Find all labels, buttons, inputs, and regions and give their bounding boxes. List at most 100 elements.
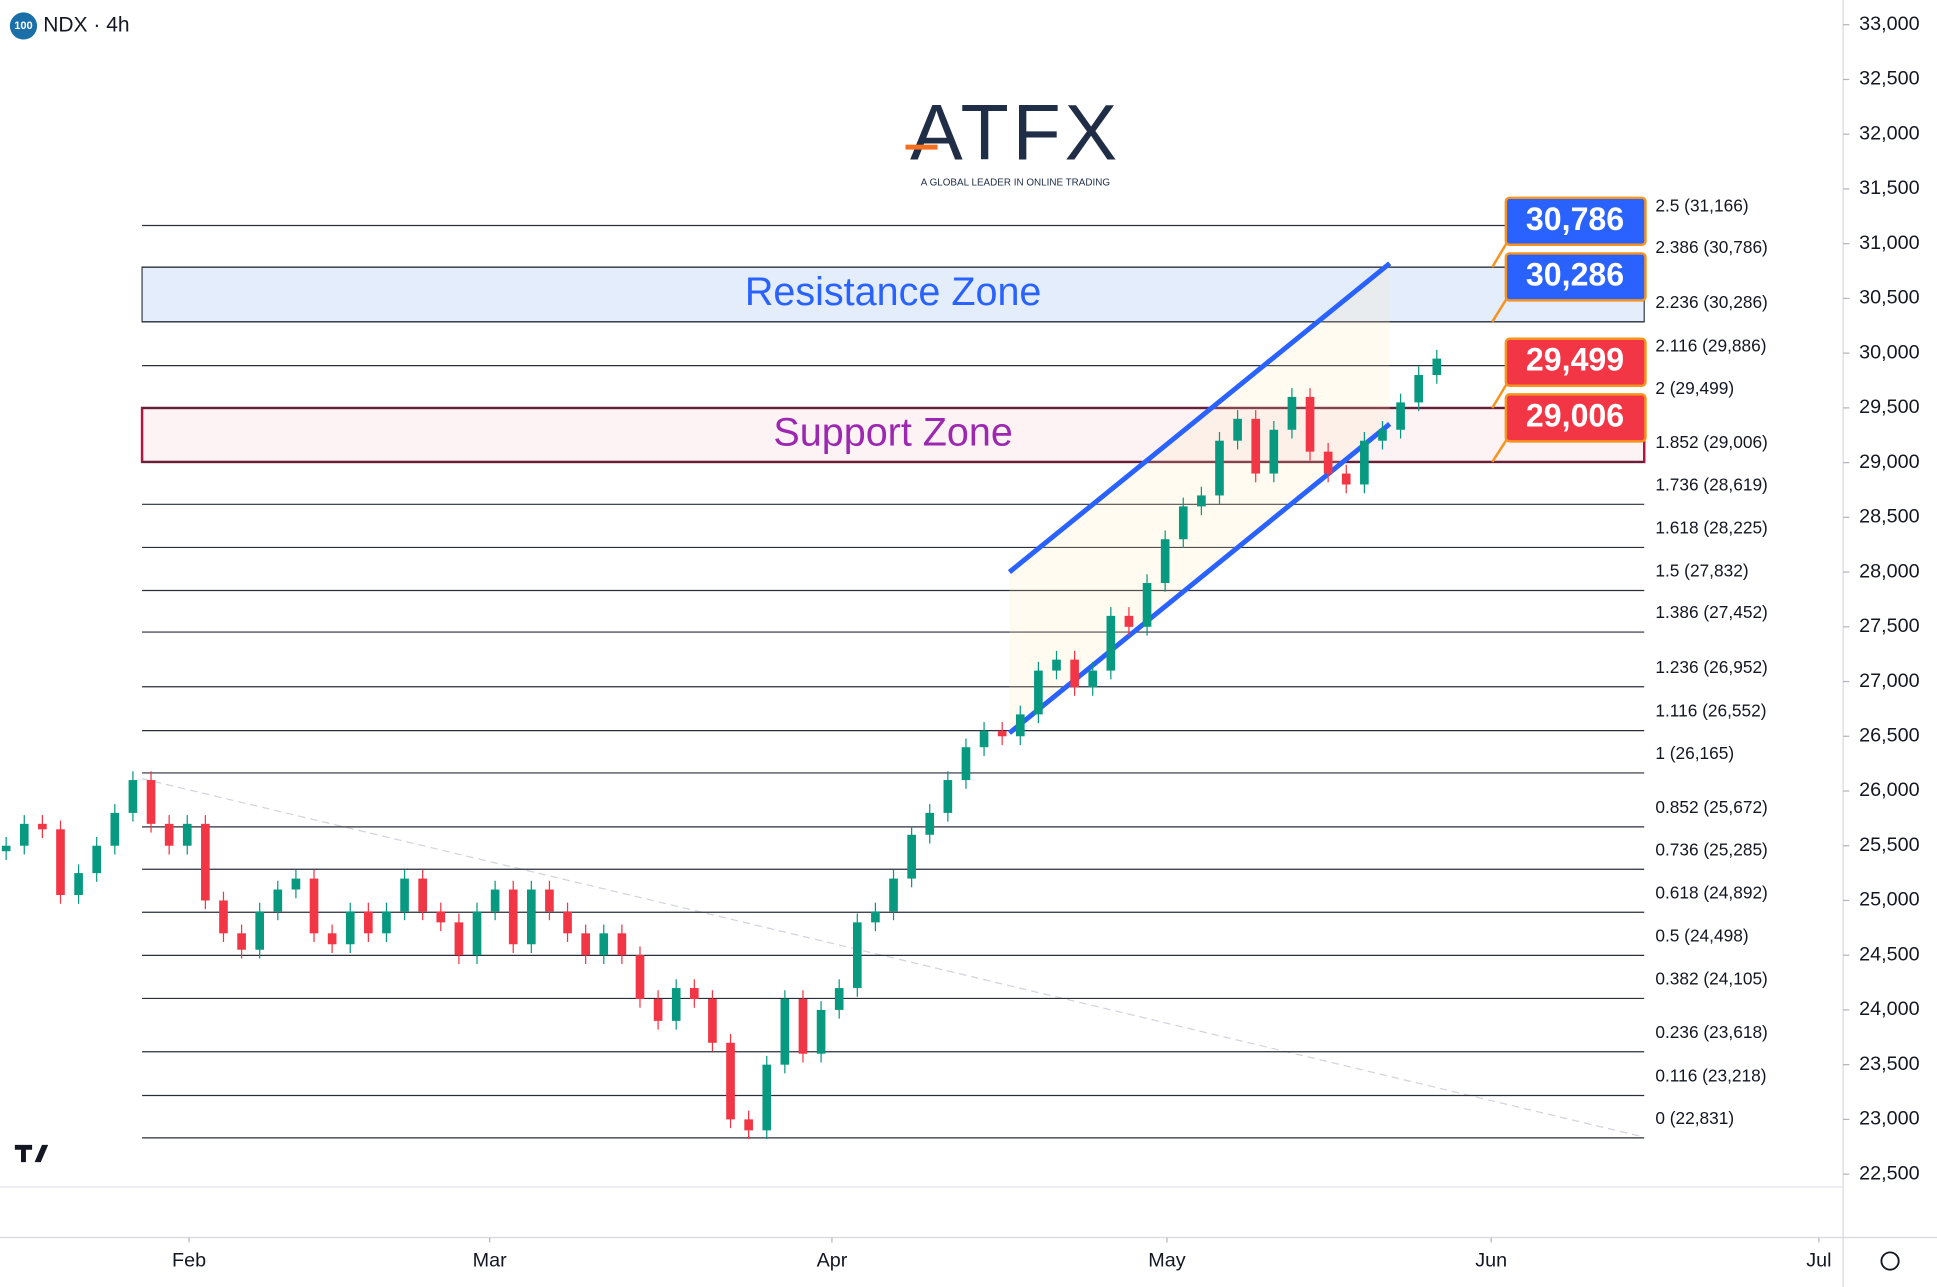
candle-body [1070, 659, 1079, 688]
logo: ATFX [910, 87, 1121, 176]
candle-body [146, 780, 156, 824]
candle-body [400, 878, 409, 912]
candle-body [201, 823, 210, 901]
fib-label: 1.386 (27,452) [1655, 602, 1767, 622]
candle-body [798, 998, 808, 1054]
symbol-title: NDX · 4h [43, 14, 129, 37]
x-tick-label: Jun [1475, 1249, 1507, 1271]
x-tick-label: Mar [473, 1249, 507, 1271]
logo-accent [905, 144, 938, 150]
candle-body [490, 889, 500, 912]
candle-body [545, 889, 554, 912]
fib-label: 2.116 (29,886) [1655, 336, 1766, 356]
trend-line [141, 778, 1644, 1138]
candle-body [472, 911, 482, 956]
candle-body [508, 889, 518, 945]
y-tick-label: 23,500 [1859, 1053, 1919, 1075]
price-callout [1504, 337, 1647, 387]
candle-body [1323, 451, 1333, 474]
y-tick-label: 30,000 [1859, 341, 1919, 363]
fib-label: 0.116 (23,218) [1655, 1066, 1766, 1086]
y-tick-label: 22,500 [1859, 1162, 1919, 1184]
candle-body [635, 955, 645, 999]
plot-layer: Resistance Zone Support Zone 2.5 (31,166) 2… [1, 196, 1768, 1140]
callout-pointer [1491, 241, 1509, 268]
price-callout [1504, 393, 1647, 443]
candle-body [182, 823, 192, 846]
y-tick-label: 24,500 [1859, 943, 1919, 965]
fib-label: 2.236 (30,286) [1655, 292, 1767, 312]
candle-body [237, 933, 246, 950]
candle-body [979, 730, 989, 748]
candle-body [726, 1042, 735, 1120]
fib-label: 1.852 (29,006) [1655, 432, 1767, 452]
candle-body [110, 812, 120, 846]
fib-label: 2.386 (30,786) [1655, 237, 1767, 257]
zone-label: Support Zone [773, 410, 1012, 454]
candle-body [1269, 429, 1279, 474]
candle-body [1, 845, 11, 852]
fib-label: 1.618 (28,225) [1655, 517, 1767, 537]
y-tick-label: 25,500 [1859, 834, 1919, 856]
candle-body [1396, 402, 1405, 430]
candle-body [38, 823, 47, 830]
y-tick-label: 25,000 [1859, 889, 1919, 911]
y-tick-label: 32,000 [1859, 122, 1919, 144]
candle-body [1052, 659, 1061, 671]
candle-body [1215, 440, 1224, 496]
y-tick-label: 29,500 [1859, 396, 1919, 418]
y-tick-label: 31,000 [1859, 232, 1919, 254]
price-callout [1504, 196, 1647, 247]
y-tick-label: 32,500 [1859, 68, 1919, 90]
candle-body [1360, 440, 1369, 485]
fib-label: 1.5 (27,832) [1655, 560, 1748, 580]
candle-body [834, 988, 844, 1010]
y-tick-label: 33,000 [1859, 13, 1919, 35]
candle-body [780, 998, 790, 1065]
y-tick-label: 30,500 [1859, 287, 1919, 309]
settings-icon[interactable] [1880, 1251, 1900, 1271]
price-callout-label: 29,006 [1526, 397, 1624, 433]
candle-body [291, 878, 301, 890]
candle-body [762, 1064, 772, 1131]
candle-body [708, 998, 717, 1043]
x-tick-label: Jul [1806, 1249, 1831, 1271]
candle-body [816, 1009, 826, 1054]
price-callout-label: 30,286 [1526, 256, 1624, 292]
price-callout-label: 30,786 [1526, 201, 1624, 237]
candle-body [1414, 375, 1424, 403]
candle-body [255, 911, 265, 950]
candle-body [961, 747, 971, 781]
badge-text: 100 [14, 20, 33, 32]
callout-pointer [1491, 382, 1509, 409]
fib-label: 0.618 (24,892) [1655, 882, 1767, 902]
fib-label: 1 (26,165) [1655, 743, 1734, 763]
candle-body [1378, 429, 1387, 441]
logo-tagline: A GLOBAL LEADER IN ONLINE TRADING [921, 178, 1110, 189]
y-tick-label: 28,000 [1859, 560, 1919, 582]
fib-label: 1.236 (26,952) [1655, 657, 1767, 677]
candle-body [1341, 473, 1351, 485]
candle-body [19, 823, 29, 846]
candle-body [1160, 539, 1170, 584]
candle-body [92, 845, 102, 874]
candle-body [671, 988, 681, 1021]
x-tick-label: Apr [817, 1249, 848, 1271]
fib-label: 1.736 (28,619) [1655, 474, 1767, 494]
candle-body [1015, 714, 1025, 737]
callout-pointer [1491, 438, 1509, 463]
candle-body [273, 889, 283, 912]
price-callout-label: 29,499 [1526, 342, 1624, 378]
candle-body [852, 922, 862, 989]
y-tick-label: 31,500 [1859, 177, 1919, 199]
callout-pointer [1491, 297, 1509, 323]
candle-body [128, 780, 138, 813]
candle-body [889, 878, 898, 912]
candle-body [997, 730, 1007, 737]
candle-body [219, 900, 228, 934]
candle-body [56, 829, 65, 895]
candle-body [1432, 358, 1442, 376]
candle-body [1142, 583, 1152, 627]
